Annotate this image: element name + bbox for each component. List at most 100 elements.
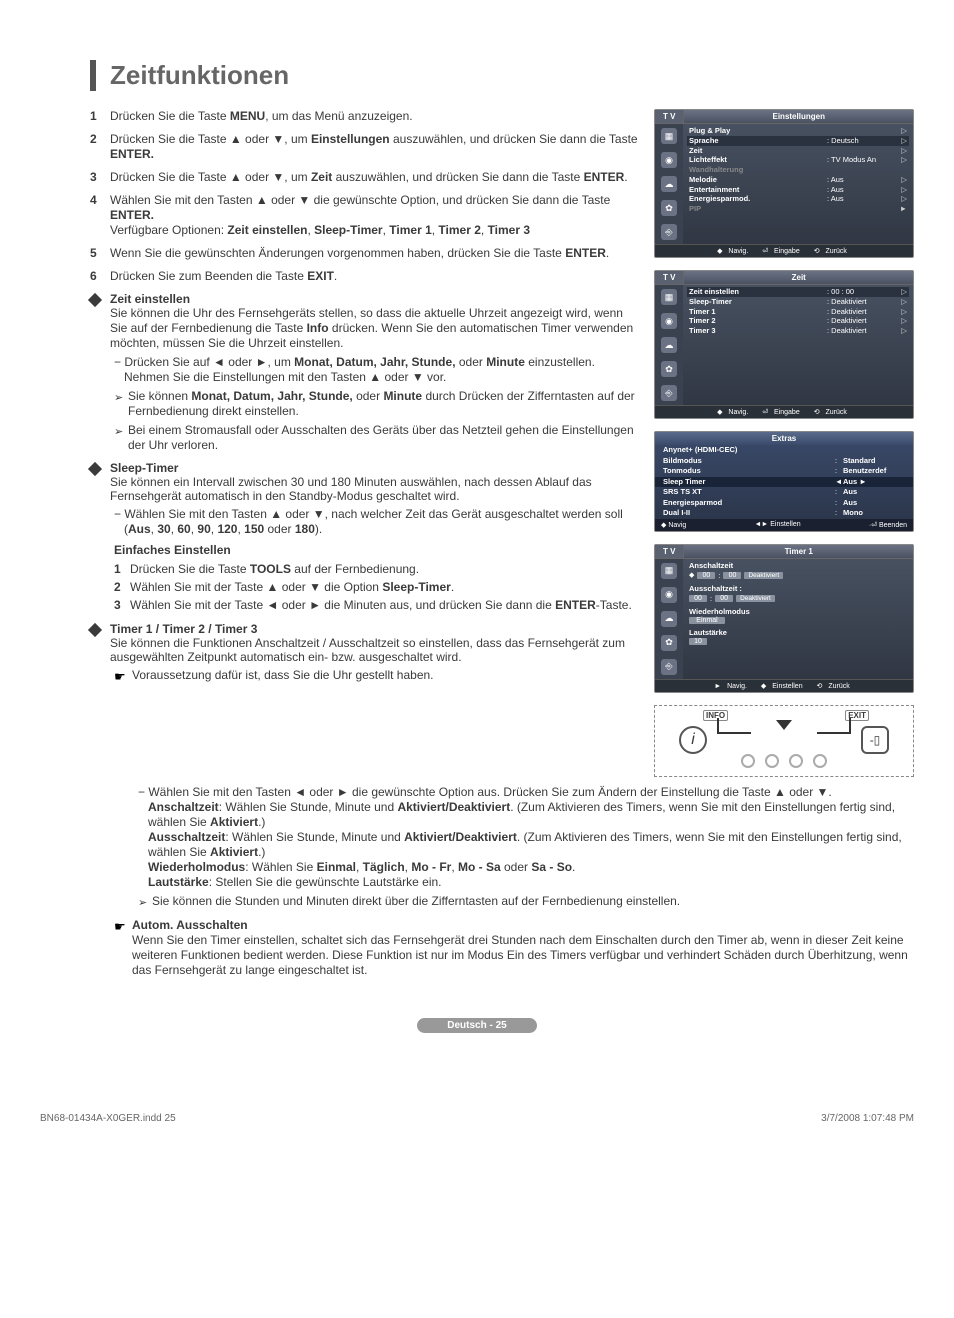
osd-timer1: T V Timer 1 ▦ ◉ ☁ ✿ ⎆ Anschaltzeit ◆ [654,544,914,693]
osd-title: Timer 1 [684,545,913,558]
osd-einstellungen: T V Einstellungen ▦ ◉ ☁ ✿ ⎆ Plug & Play▷… [654,109,914,258]
remote-diagram: INFO EXIT i -▯ [654,705,914,777]
sleep-timer-body: Sie können ein Intervall zwischen 30 und… [110,475,638,503]
step-number: 5 [90,246,110,261]
osd-icon-strip: ▦ ◉ ☁ ✿ ⎆ [655,559,683,679]
osd-icon-strip: ▦ ◉ ☁ ✿ ⎆ [655,285,683,405]
osd-tv-label: T V [655,545,684,558]
wiederhol-box: Einmal [689,617,725,624]
step-number: 1 [90,109,110,124]
section-timer123: Timer 1 / Timer 2 / Timer 3 Sie können d… [90,622,638,685]
zeit-einstellen-body: Sie können die Uhr des Fernsehgeräts ste… [110,306,638,351]
osd-footer: ◆ Navig. ⏎ Eingabe ⟲ Zurück [655,405,913,418]
autom-ausschalten: Autom. Ausschalten Wenn Sie den Timer ei… [40,918,914,978]
callout-line [717,732,751,734]
osd-footer: ◆ Navig. ⏎ Eingabe ⟲ Zurück [655,244,913,257]
sleep-timer-substeps: 1Drücken Sie die Taste TOOLS auf der Fer… [114,561,638,614]
step-text: Drücken Sie die Taste ▲ oder ▼, um Einst… [110,132,638,162]
osd-column: T V Einstellungen ▦ ◉ ☁ ✿ ⎆ Plug & Play▷… [654,109,914,777]
osd-tv-label: T V [655,110,684,123]
remote-dot [765,754,779,768]
section-zeit-einstellen: Zeit einstellen Sie können die Uhr des F… [90,292,638,453]
timer123-pointer: Voraussetzung dafür ist, dass Sie die Uh… [114,668,638,685]
setup-icon: ✿ [661,361,677,377]
input-icon: ⎆ [661,224,677,240]
pointer-icon [114,669,132,685]
osd-extras: Extras Anynet+ (HDMI-CEC)Bildmodus:Stand… [654,431,914,532]
step-number: 4 [90,193,110,238]
remote-dot [741,754,755,768]
sound-icon: ◉ [661,313,677,329]
arrow-icon [114,390,128,419]
remote-dot [789,754,803,768]
step-text: Wenn Sie die gewünschten Änderungen vorg… [110,246,638,261]
picture-icon: ▦ [661,128,677,144]
osd-title: Zeit [684,271,913,284]
exit-button-icon: -▯ [861,726,889,754]
zeit-einstellen-title: Zeit einstellen [110,292,638,306]
page-number: Deutsch - 25 [417,1018,537,1033]
autom-title: Autom. Ausschalten [132,918,248,932]
step-text: Drücken Sie die Taste MENU, um das Menü … [110,109,638,124]
step-number: 6 [90,269,110,284]
sound-icon: ◉ [661,587,677,603]
sleep-timer-title: Sleep-Timer [110,461,638,475]
osd-zeit: T V Zeit ▦ ◉ ☁ ✿ ⎆ Zeit einstellen: 00 :… [654,270,914,419]
state-box: Deaktiviert [736,595,775,602]
osd-footer: ◆ Navig ◄► Einstellen ·⏎ Beenden [655,519,913,531]
osd-title: Extras [655,432,913,445]
timer123-title: Timer 1 / Timer 2 / Timer 3 [110,622,638,636]
ausschaltzeit-label: Ausschaltzeit : [689,584,907,593]
timer123-pointer-text: Voraussetzung dafür ist, dass Sie die Uh… [132,668,434,685]
callout-line [717,718,719,732]
timer123-body: Sie können die Funktionen Anschaltzeit /… [110,636,638,664]
main-steps: 1Drücken Sie die Taste MENU, um das Menü… [90,109,638,284]
laut-box: 10 [689,638,707,645]
step-number: 2 [90,132,110,162]
autom-body: Wenn Sie den Timer einstellen, schaltet … [132,933,908,977]
anschaltzeit-label: Anschaltzeit [689,561,907,570]
lautstaerke-label: Lautstärke [689,628,907,637]
instructions-column: 1Drücken Sie die Taste MENU, um das Menü… [40,109,638,777]
sound-icon: ◉ [661,152,677,168]
full-dash-arrow: Sie können die Stunden und Minuten direk… [138,894,914,911]
input-icon: ⎆ [661,659,677,675]
arrow-icon [138,895,152,911]
zeit-einstellen-arrow1: Sie können Monat, Datum, Jahr, Stunde, o… [114,389,638,419]
osd-icon-strip: ▦ ◉ ☁ ✿ ⎆ [655,124,683,244]
picture-icon: ▦ [661,289,677,305]
state-box: Deaktiviert [744,572,783,579]
step-text: Wählen Sie mit den Tasten ▲ oder ▼ die g… [110,193,638,238]
step-text: Drücken Sie die Taste ▲ oder ▼, um Zeit … [110,170,638,185]
full-dash-arrow-text: Sie können die Stunden und Minuten direk… [152,894,680,911]
info-button-icon: i [679,726,707,754]
zeit-einstellen-arrow2: Bei einem Stromausfall oder Ausschalten … [114,423,638,453]
setup-icon: ✿ [661,635,677,651]
min-box: 00 [723,572,741,579]
doc-file: BN68-01434A-X0GER.indd 25 [40,1113,176,1124]
pointer-icon [114,919,132,978]
doc-timestamp: 3/7/2008 1:07:48 PM [821,1113,914,1124]
hour-box: 00 [689,595,707,602]
page-title: Zeitfunktionen [90,60,914,91]
doc-footer: BN68-01434A-X0GER.indd 25 3/7/2008 1:07:… [40,1113,914,1124]
osd-footer: ► Navig. ◆ Einstellen ⟲ Zurück [655,679,913,692]
einfaches-einstellen-heading: Einfaches Einstellen [114,543,638,557]
channel-icon: ☁ [661,611,677,627]
remote-dot [813,754,827,768]
hour-box: 00 [697,572,715,579]
picture-icon: ▦ [661,563,677,579]
down-arrow-icon [776,720,792,730]
channel-icon: ☁ [661,176,677,192]
diamond-icon [88,462,102,476]
full-width-timer-details: − Wählen Sie mit den Tasten ◄ oder ► die… [40,785,914,911]
wiederholmodus-label: Wiederholmodus [689,607,907,616]
channel-icon: ☁ [661,337,677,353]
section-sleep-timer: Sleep-Timer Sie können ein Intervall zwi… [90,461,638,614]
diamond-icon [88,293,102,307]
setup-icon: ✿ [661,200,677,216]
info-button-label: INFO [703,710,728,721]
osd-tv-label: T V [655,271,684,284]
step-number: 3 [90,170,110,185]
arrow-icon [114,424,128,453]
